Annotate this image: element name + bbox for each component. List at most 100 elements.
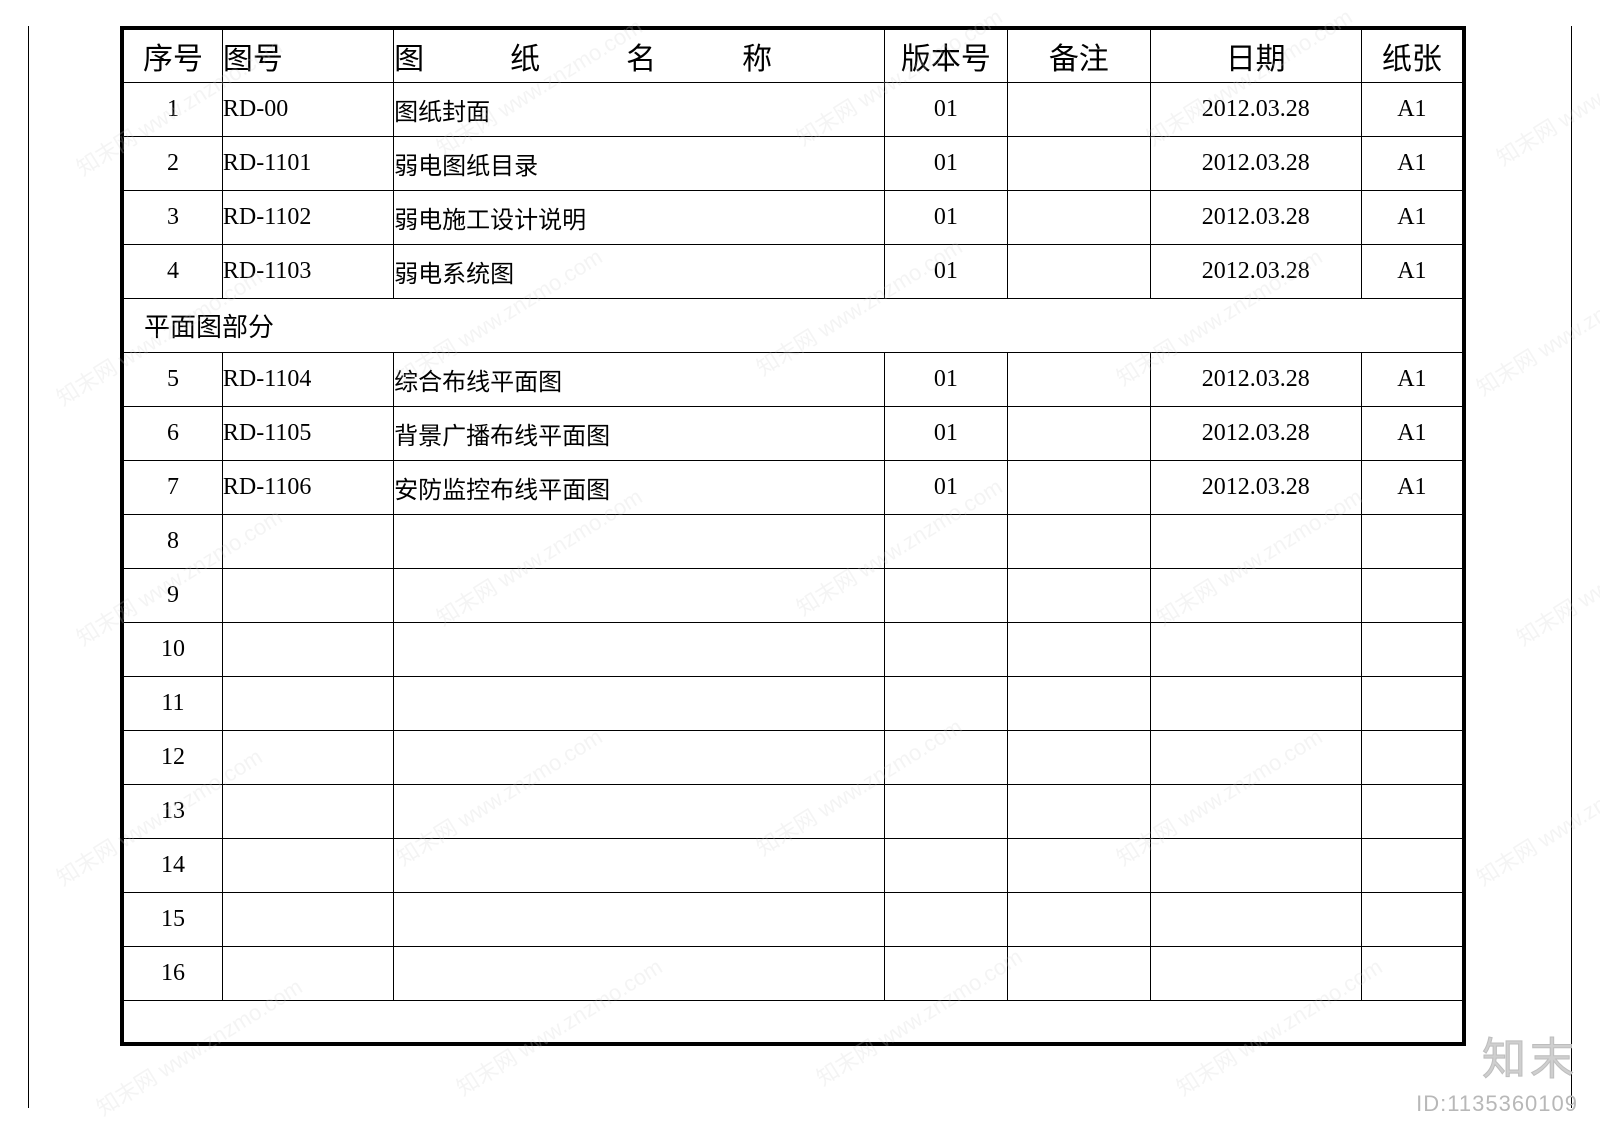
table-row: 平面图部分 [122, 298, 1464, 352]
table-row [122, 1000, 1464, 1044]
table-row: 5RD-1104综合布线平面图012012.03.28A1 [122, 352, 1464, 406]
cell-date: 2012.03.28 [1150, 406, 1361, 460]
cell-date [1150, 946, 1361, 1000]
table-row: 9 [122, 568, 1464, 622]
drawing-index-table: 序号 图号 图 纸 名 称 版本号 备注 日期 纸张 1RD-00图纸封面012… [120, 26, 1466, 1046]
table-row: 11 [122, 676, 1464, 730]
cell-code [222, 784, 393, 838]
cell-remark [1008, 568, 1151, 622]
cell-name [394, 892, 885, 946]
cell-code: RD-1101 [222, 136, 393, 190]
cell-paper: A1 [1361, 244, 1464, 298]
cell-ver [884, 514, 1007, 568]
cell-ver: 01 [884, 406, 1007, 460]
table-row: 4RD-1103弱电系统图012012.03.28A1 [122, 244, 1464, 298]
cell-remark [1008, 406, 1151, 460]
cell-seq: 16 [122, 946, 222, 1000]
cell-date: 2012.03.28 [1150, 244, 1361, 298]
table-row: 16 [122, 946, 1464, 1000]
table-row: 7RD-1106安防监控布线平面图012012.03.28A1 [122, 460, 1464, 514]
cell-name [394, 568, 885, 622]
cell-ver [884, 892, 1007, 946]
cell-ver [884, 946, 1007, 1000]
cell-remark [1008, 676, 1151, 730]
cell-ver: 01 [884, 82, 1007, 136]
cell-seq: 5 [122, 352, 222, 406]
table-row: 12 [122, 730, 1464, 784]
cell-paper: A1 [1361, 190, 1464, 244]
cell-name [394, 514, 885, 568]
cell-name: 弱电系统图 [394, 244, 885, 298]
cell-seq: 13 [122, 784, 222, 838]
cell-date [1150, 568, 1361, 622]
cell-ver: 01 [884, 190, 1007, 244]
cell-code: RD-00 [222, 82, 393, 136]
cell-paper [1361, 946, 1464, 1000]
cell-date: 2012.03.28 [1150, 136, 1361, 190]
cell-date [1150, 676, 1361, 730]
drawing-index-sheet: 序号 图号 图 纸 名 称 版本号 备注 日期 纸张 1RD-00图纸封面012… [120, 26, 1466, 1108]
cell-code [222, 622, 393, 676]
cell-remark [1008, 784, 1151, 838]
cell-ver [884, 676, 1007, 730]
table-row: 3RD-1102弱电施工设计说明01 2012.03.28A1 [122, 190, 1464, 244]
cell-date [1150, 730, 1361, 784]
table-header-row: 序号 图号 图 纸 名 称 版本号 备注 日期 纸张 [122, 28, 1464, 82]
cell-name: 综合布线平面图 [394, 352, 885, 406]
cell-name: 弱电施工设计说明 [394, 190, 885, 244]
cell-remark [1008, 892, 1151, 946]
cell-date [1150, 784, 1361, 838]
cell-ver: 01 [884, 460, 1007, 514]
cell-ver [884, 838, 1007, 892]
cell-paper [1361, 784, 1464, 838]
cell-ver: 01 [884, 352, 1007, 406]
cell-paper [1361, 892, 1464, 946]
cell-name [394, 946, 885, 1000]
table-row: 15 [122, 892, 1464, 946]
cell-date: 2012.03.28 [1150, 460, 1361, 514]
cell-date: 2012.03.28 [1150, 190, 1361, 244]
cell-paper [1361, 838, 1464, 892]
cell-seq: 12 [122, 730, 222, 784]
cell-seq: 6 [122, 406, 222, 460]
col-header-seq: 序号 [122, 28, 222, 82]
col-header-ver: 版本号 [884, 28, 1007, 82]
cell-name: 背景广播布线平面图 [394, 406, 885, 460]
col-header-code: 图号 [222, 28, 393, 82]
cell-seq: 4 [122, 244, 222, 298]
cell-ver [884, 730, 1007, 784]
cell-name [394, 676, 885, 730]
cell-seq: 3 [122, 190, 222, 244]
cell-date [1150, 514, 1361, 568]
cell-seq: 11 [122, 676, 222, 730]
cell-date [1150, 838, 1361, 892]
table-row: 6RD-1105背景广播布线平面图012012.03.28A1 [122, 406, 1464, 460]
table-row: 1RD-00图纸封面012012.03.28A1 [122, 82, 1464, 136]
cell-code [222, 568, 393, 622]
cell-ver [884, 568, 1007, 622]
cell-name [394, 838, 885, 892]
col-header-remark: 备注 [1008, 28, 1151, 82]
cell-code [222, 676, 393, 730]
cell-paper [1361, 514, 1464, 568]
col-header-paper: 纸张 [1361, 28, 1464, 82]
cell-seq: 8 [122, 514, 222, 568]
cell-code: RD-1102 [222, 190, 393, 244]
cell-code [222, 946, 393, 1000]
cell-remark [1008, 730, 1151, 784]
cell-ver [884, 784, 1007, 838]
cell-remark [1008, 460, 1151, 514]
cell-paper: A1 [1361, 460, 1464, 514]
cell-name: 图纸封面 [394, 82, 885, 136]
cell-seq: 10 [122, 622, 222, 676]
cell-remark [1008, 136, 1151, 190]
cell-paper: A1 [1361, 82, 1464, 136]
cell-remark [1008, 838, 1151, 892]
table-row: 8 [122, 514, 1464, 568]
cell-name [394, 622, 885, 676]
cell-date [1150, 622, 1361, 676]
cell-seq: 9 [122, 568, 222, 622]
cell-code: RD-1105 [222, 406, 393, 460]
cell-code [222, 730, 393, 784]
cell-paper: A1 [1361, 352, 1464, 406]
